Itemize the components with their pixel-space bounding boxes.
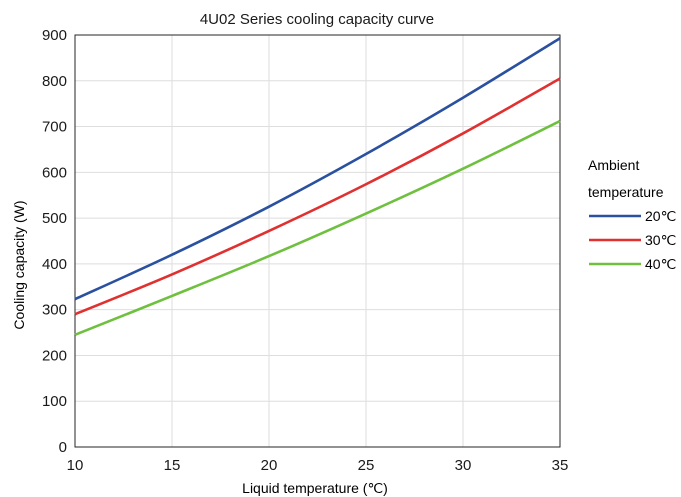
gridlines (74, 34, 561, 448)
series-line-1 (74, 77, 561, 316)
y-tick-label: 900 (42, 27, 67, 44)
y-tick-label: 300 (42, 302, 67, 319)
y-axis-label: Cooling capacity (W) (11, 200, 27, 329)
y-tick-label: 100 (42, 393, 67, 410)
x-tick-label: 25 (358, 457, 375, 474)
legend-label-2: 40℃ (645, 256, 676, 272)
y-tick-label: 600 (42, 164, 67, 181)
y-tick-label: 700 (42, 119, 67, 136)
chart-title: 4U02 Series cooling capacity curve (200, 11, 434, 28)
x-axis-label: Liquid temperature (℃) (242, 480, 388, 496)
x-tick-label: 20 (261, 457, 278, 474)
y-tick-label: 400 (42, 256, 67, 273)
y-tick-label: 200 (42, 347, 67, 364)
legend-title-line2: temperature (588, 184, 664, 200)
x-tick-labels: 10 15 20 25 30 35 (67, 457, 569, 474)
series-line-0 (74, 37, 561, 301)
legend-title-line1: Ambient (588, 157, 639, 173)
series-lines (74, 37, 561, 337)
y-tick-label: 800 (42, 73, 67, 90)
legend-label-1: 30℃ (645, 232, 676, 248)
y-tick-labels: 0 100 200 300 400 500 600 700 800 900 (42, 27, 67, 456)
x-tick-label: 35 (552, 457, 569, 474)
x-tick-label: 30 (455, 457, 472, 474)
series-line-2 (74, 119, 561, 337)
y-tick-label: 0 (59, 439, 67, 456)
x-tick-label: 10 (67, 457, 84, 474)
x-tick-label: 15 (164, 457, 181, 474)
y-tick-label: 500 (42, 210, 67, 227)
plot-frame (74, 34, 561, 448)
legend-label-0: 20℃ (645, 208, 676, 224)
legend: Ambient temperature 20℃ 30℃ 40℃ (588, 157, 676, 272)
